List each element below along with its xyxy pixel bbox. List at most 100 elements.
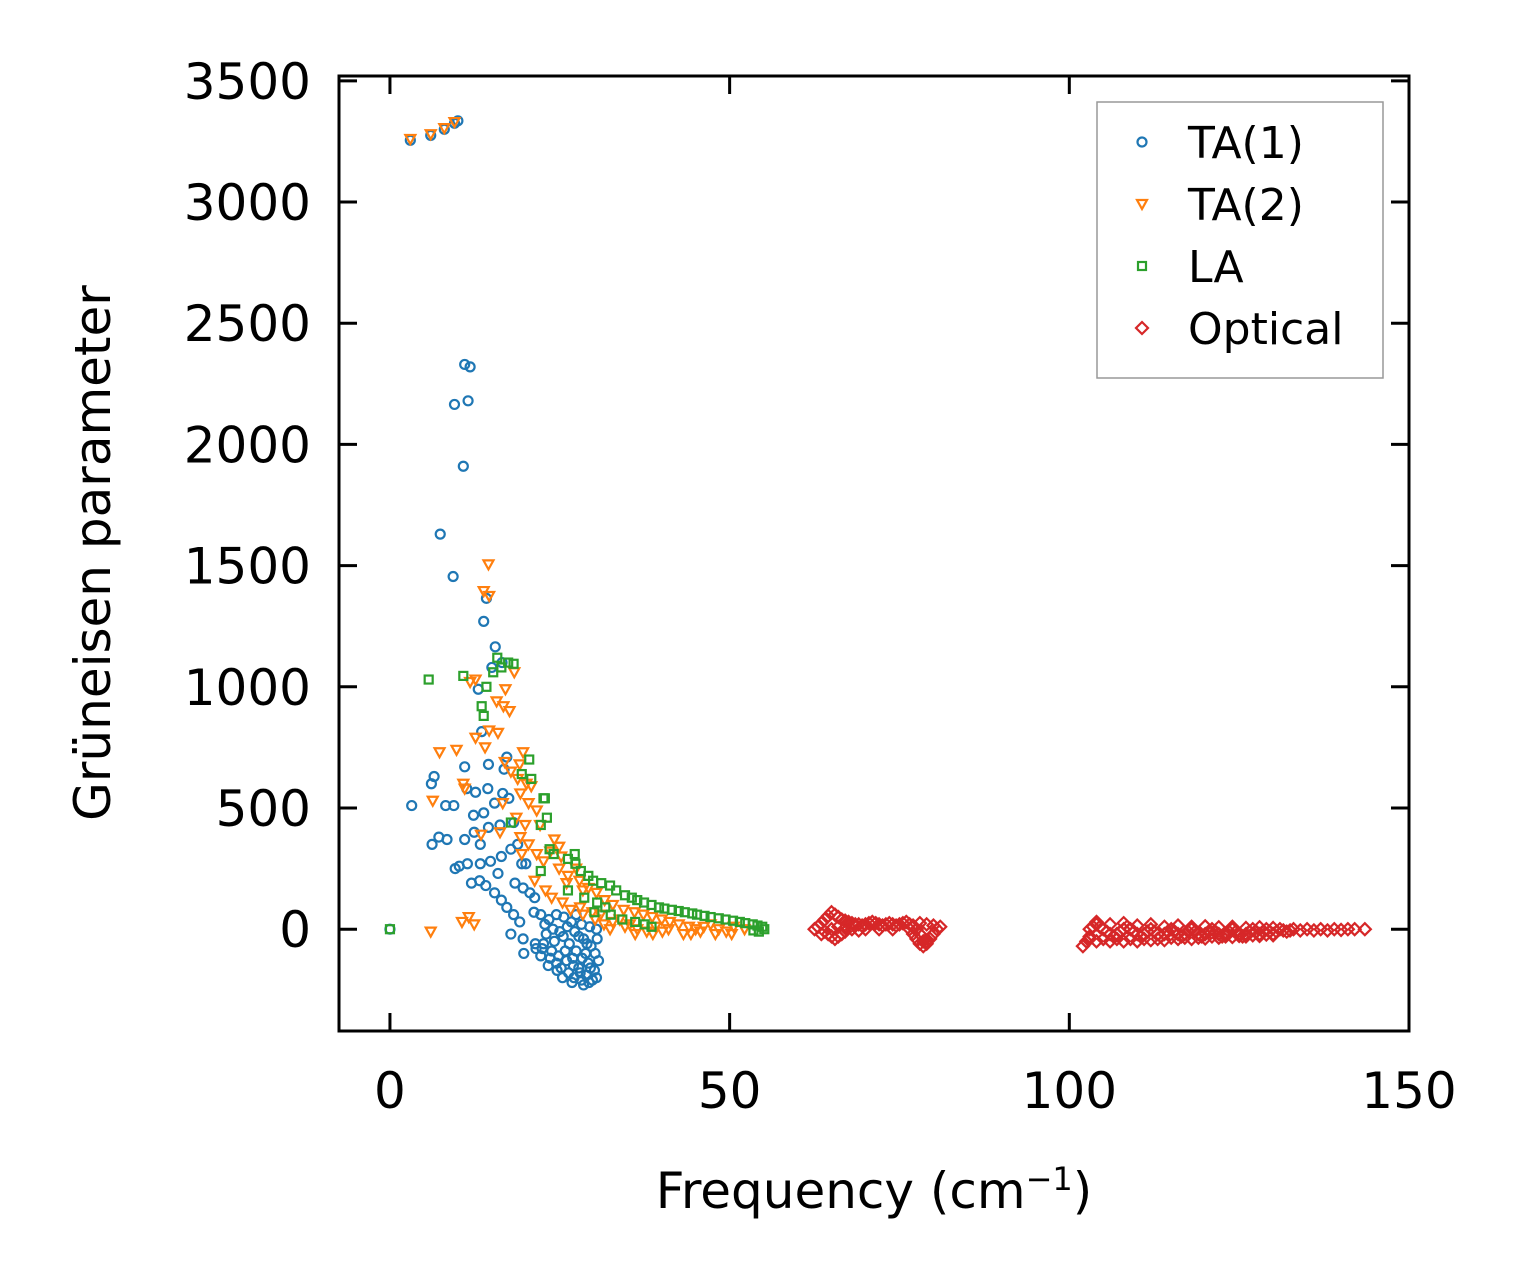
data-point [505,843,517,855]
data-point [481,681,492,692]
data-point [1170,918,1186,934]
data-point [1129,918,1145,934]
data-point [478,807,490,819]
data-point [617,914,628,925]
data-point [457,783,472,796]
legend-label: TA(2) [1187,180,1304,231]
data-point [1075,938,1091,954]
data-point [1282,922,1298,938]
data-point [1238,928,1254,945]
y-axis-title: Grüneisen parameter [64,285,122,821]
x-axis-title: Frequency (cm−1) [656,1160,1093,1220]
data-point [576,885,590,898]
data-point [440,799,452,812]
data-point [530,942,542,955]
data-point [494,819,506,831]
data-point [516,747,530,760]
data-point [1347,921,1363,937]
data-point [463,676,477,690]
data-point [529,848,544,862]
data-point [517,933,529,945]
data-point [590,972,603,984]
data-point [478,742,492,755]
data-point [495,850,507,863]
x-tick-label: 50 [698,1062,762,1120]
data-point [1088,914,1105,930]
data-point [497,756,512,770]
data-point [521,798,536,811]
data-point [447,116,462,130]
data-point [589,907,600,918]
data-point [507,909,520,921]
data-point [441,833,453,846]
data-point [482,821,495,833]
data-point [489,641,501,653]
data-point [569,848,580,860]
data-point [497,787,509,800]
data-point [476,701,487,712]
y-tick-label: 2500 [184,295,311,353]
data-point [560,955,573,967]
data-point [474,858,486,870]
data-point [630,916,641,928]
data-point [919,916,935,932]
data-point [708,928,723,942]
legend-entry: Optical [1134,304,1343,355]
data-point [551,964,563,977]
data-point [1102,916,1118,932]
data-point [423,129,438,142]
data-point [459,358,471,371]
data-point [536,856,551,869]
data-point [662,916,677,930]
data-point [449,863,461,875]
x-axis-title-superscript: −1 [1026,1160,1073,1198]
y-tick-label: 500 [216,780,311,838]
data-point [592,897,603,908]
data-point [713,913,724,924]
data-point [498,684,513,697]
data-point [1238,920,1254,936]
x-tick-label: 0 [374,1062,406,1120]
data-point [505,817,516,828]
legend-marker [1135,198,1149,212]
data-point [919,933,935,949]
data-point [544,892,559,905]
data-point [518,947,530,960]
data-point [426,838,438,850]
data-point [548,935,560,947]
legend-label: Optical [1188,304,1343,355]
data-point [654,914,669,927]
data-point [603,924,617,937]
data-point [577,979,590,991]
data-point [462,395,474,407]
data-point [676,928,691,942]
data-point [459,833,471,846]
data-point [467,919,482,932]
data-point [1184,919,1200,935]
data-point [423,926,438,939]
data-point [478,710,489,721]
y-tick-label: 0 [279,901,311,959]
series-la [384,652,770,937]
data-point [458,670,469,682]
data-point [1292,922,1308,938]
data-point [548,848,559,860]
data-point [1170,931,1186,947]
data-point [734,916,745,928]
data-point [1156,919,1172,935]
data-point [646,921,657,932]
legend-entry: TA(1) [1136,118,1304,169]
data-point [465,877,478,889]
data-point [529,805,544,818]
data-point [671,919,686,932]
data-point [619,890,631,901]
data-point [1319,922,1336,938]
data-point [508,658,519,669]
data-point [632,895,643,906]
x-tick-label: 100 [1022,1062,1117,1120]
data-point [535,819,546,831]
data-point [1197,930,1213,946]
data-point [552,863,566,876]
data-point [406,799,418,812]
